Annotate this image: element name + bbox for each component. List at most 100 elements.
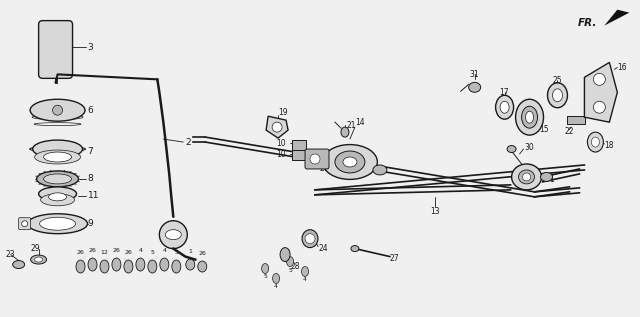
Ellipse shape — [591, 137, 600, 147]
Ellipse shape — [100, 260, 109, 273]
Ellipse shape — [33, 140, 83, 158]
Text: 13: 13 — [430, 207, 440, 216]
Text: 17: 17 — [500, 88, 509, 97]
Ellipse shape — [343, 157, 357, 167]
FancyBboxPatch shape — [38, 21, 72, 78]
Circle shape — [52, 105, 63, 115]
FancyBboxPatch shape — [19, 218, 31, 230]
Ellipse shape — [29, 146, 86, 152]
Ellipse shape — [172, 260, 181, 273]
Ellipse shape — [186, 259, 195, 270]
Ellipse shape — [35, 150, 81, 164]
Ellipse shape — [40, 217, 76, 230]
Ellipse shape — [273, 274, 280, 283]
Bar — [568, 116, 586, 124]
Circle shape — [272, 122, 282, 132]
Text: FR.: FR. — [578, 18, 597, 28]
Ellipse shape — [30, 99, 85, 121]
Ellipse shape — [341, 127, 349, 137]
Text: 4: 4 — [303, 277, 307, 282]
Text: 27: 27 — [390, 254, 399, 263]
Text: 22: 22 — [564, 126, 574, 136]
Ellipse shape — [160, 258, 169, 271]
Ellipse shape — [588, 132, 604, 152]
Ellipse shape — [165, 230, 181, 240]
Text: 26: 26 — [88, 248, 97, 253]
Ellipse shape — [525, 111, 534, 123]
Text: 24: 24 — [318, 244, 328, 253]
Ellipse shape — [351, 246, 359, 252]
Polygon shape — [584, 62, 618, 122]
Text: 2: 2 — [186, 138, 191, 146]
Text: 26: 26 — [124, 249, 132, 255]
Text: 6: 6 — [88, 106, 93, 115]
Ellipse shape — [335, 151, 365, 173]
Ellipse shape — [301, 267, 308, 276]
Circle shape — [310, 154, 320, 164]
Ellipse shape — [148, 260, 157, 273]
Ellipse shape — [124, 260, 133, 273]
Text: 10: 10 — [276, 139, 285, 148]
Ellipse shape — [547, 83, 568, 108]
FancyBboxPatch shape — [305, 149, 329, 169]
Ellipse shape — [40, 194, 74, 206]
Ellipse shape — [495, 95, 513, 119]
Text: 21: 21 — [347, 121, 356, 130]
Ellipse shape — [323, 145, 378, 179]
Text: 26: 26 — [198, 250, 206, 256]
Ellipse shape — [198, 261, 207, 272]
Ellipse shape — [541, 172, 552, 181]
Text: 29: 29 — [31, 244, 40, 253]
Text: 5: 5 — [150, 249, 154, 255]
Text: 10: 10 — [276, 150, 285, 158]
Circle shape — [22, 221, 28, 227]
Ellipse shape — [507, 146, 516, 152]
Ellipse shape — [516, 99, 543, 135]
Text: 5: 5 — [263, 275, 267, 280]
Text: 9: 9 — [88, 219, 93, 228]
Ellipse shape — [88, 258, 97, 271]
Ellipse shape — [280, 248, 290, 262]
Text: 12: 12 — [100, 249, 108, 255]
Text: 20: 20 — [320, 165, 330, 173]
Text: 4: 4 — [274, 284, 278, 289]
Circle shape — [593, 101, 605, 113]
Ellipse shape — [36, 171, 79, 187]
Text: 25: 25 — [552, 76, 562, 85]
Ellipse shape — [373, 165, 387, 175]
Ellipse shape — [522, 173, 531, 181]
Ellipse shape — [44, 152, 72, 162]
Text: 18: 18 — [604, 140, 614, 150]
Ellipse shape — [112, 258, 121, 271]
Text: 5: 5 — [288, 268, 292, 273]
Circle shape — [593, 73, 605, 85]
Ellipse shape — [500, 101, 509, 113]
Text: 15: 15 — [540, 125, 549, 134]
Ellipse shape — [35, 257, 43, 262]
Text: 14: 14 — [355, 118, 365, 127]
Ellipse shape — [522, 106, 538, 128]
Text: 7: 7 — [88, 146, 93, 156]
Bar — [292, 140, 306, 150]
Ellipse shape — [31, 255, 47, 264]
Circle shape — [159, 221, 188, 249]
Text: 30: 30 — [525, 143, 534, 152]
Ellipse shape — [76, 260, 85, 273]
Text: 11: 11 — [88, 191, 99, 200]
Text: 3: 3 — [88, 43, 93, 52]
Ellipse shape — [38, 187, 77, 201]
Text: 23: 23 — [6, 250, 15, 259]
Text: 8: 8 — [88, 174, 93, 184]
Text: 5: 5 — [174, 249, 179, 255]
Ellipse shape — [44, 174, 72, 184]
Text: 26: 26 — [77, 249, 84, 255]
Ellipse shape — [468, 82, 481, 92]
Ellipse shape — [136, 258, 145, 271]
Ellipse shape — [518, 170, 534, 184]
Ellipse shape — [28, 214, 88, 234]
Text: 1: 1 — [550, 175, 554, 184]
Polygon shape — [604, 10, 629, 26]
Polygon shape — [266, 116, 288, 138]
Ellipse shape — [49, 193, 67, 201]
Text: 4: 4 — [163, 248, 166, 253]
